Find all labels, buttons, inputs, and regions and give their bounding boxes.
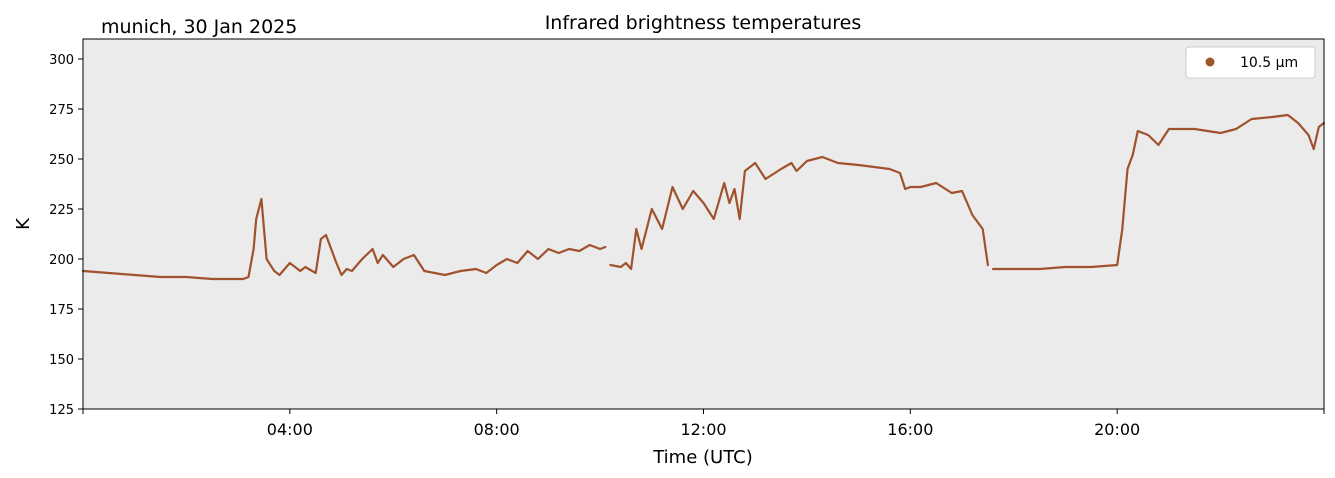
y-tick-label: 300 <box>49 53 74 68</box>
legend-box <box>1185 46 1316 79</box>
y-axis-ticks: 125 150 175 200 225 250 275 300 <box>49 53 83 418</box>
x-tick-label: 20:00 <box>1094 420 1140 439</box>
y-axis-label: K <box>13 217 34 230</box>
y-tick-label: 225 <box>49 203 74 218</box>
legend-marker <box>1205 57 1215 67</box>
legend: 10.5 µm <box>1185 46 1316 79</box>
location-date-label: munich, 30 Jan 2025 <box>101 16 297 38</box>
series-line-segment <box>81 197 607 281</box>
series-line-segment <box>609 155 989 271</box>
x-tick-label: 12:00 <box>680 420 726 439</box>
series-line-segment <box>992 113 1326 271</box>
chart-title: Infrared brightness temperatures <box>545 12 862 34</box>
plot-area <box>83 39 1324 409</box>
x-tick-label: 08:00 <box>474 420 520 439</box>
series-layer <box>81 113 1326 281</box>
y-tick-label: 150 <box>49 353 74 368</box>
y-tick-label: 125 <box>49 403 74 418</box>
y-tick-label: 250 <box>49 153 74 168</box>
y-tick-label: 175 <box>49 303 74 318</box>
y-tick-label: 200 <box>49 253 74 268</box>
x-axis-label: Time (UTC) <box>652 447 753 468</box>
x-tick-label: 16:00 <box>887 420 933 439</box>
x-tick-label: 04:00 <box>267 420 313 439</box>
y-tick-label: 275 <box>49 103 74 118</box>
legend-label: 10.5 µm <box>1240 55 1298 71</box>
x-axis-ticks: 04:00 08:00 12:00 16:00 20:00 <box>82 409 1325 439</box>
